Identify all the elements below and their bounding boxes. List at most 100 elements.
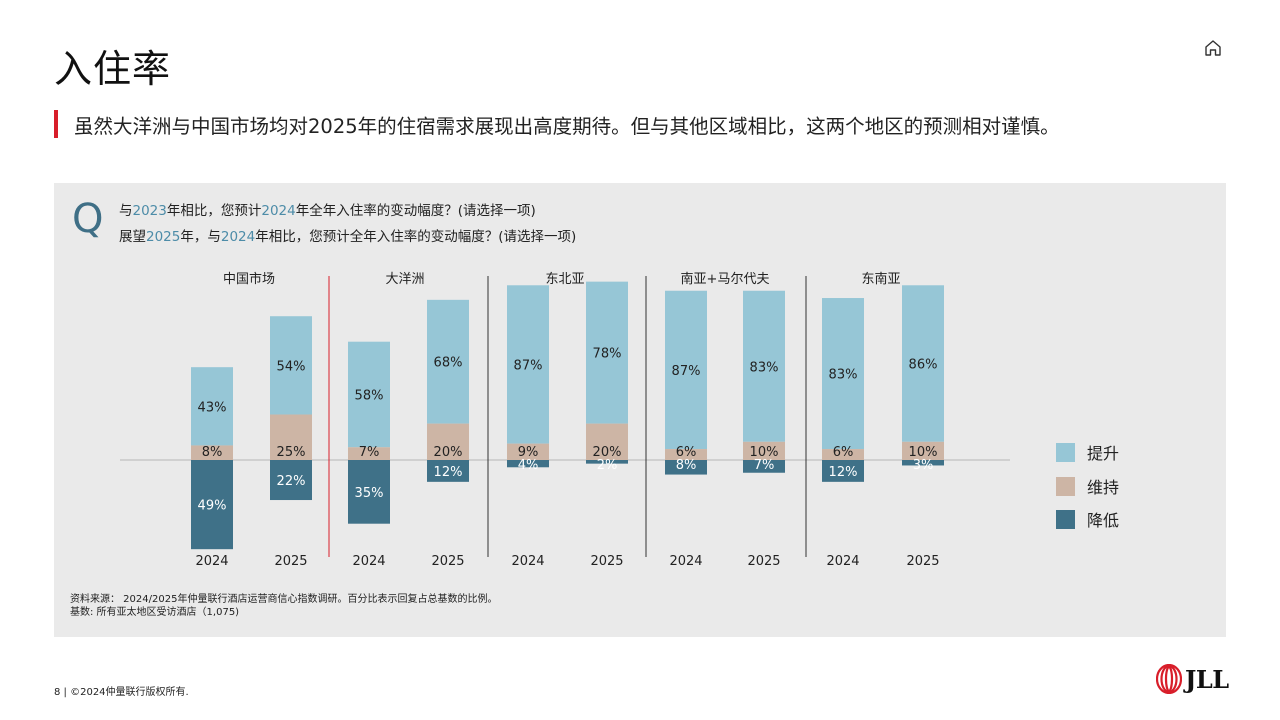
legend-item-increase: 提升 — [1056, 440, 1119, 464]
bar-decrease — [743, 460, 785, 473]
x-tick-label: 2025 — [431, 554, 464, 569]
data-label-increase: 87% — [514, 358, 543, 373]
data-label-increase: 43% — [198, 400, 227, 415]
legend-swatch-decrease — [1056, 509, 1075, 529]
x-tick-label: 2025 — [747, 554, 780, 569]
jll-logo-text: JLL — [1185, 664, 1229, 694]
bar-decrease — [348, 460, 390, 524]
x-tick-label: 2024 — [669, 554, 702, 569]
page-subtitle: 虽然大洋洲与中国市场均对2025年的住宿需求展现出高度期待。但与其他区域相比，这… — [74, 115, 1060, 138]
bar-decrease — [665, 460, 707, 475]
jll-logo-mark — [1156, 664, 1182, 694]
home-icon[interactable] — [1203, 38, 1223, 58]
data-label-maintain: 20% — [593, 445, 622, 460]
bar-increase — [191, 367, 233, 446]
bar-maintain — [902, 441, 944, 460]
x-tick-label: 2024 — [826, 554, 859, 569]
data-label-maintain: 6% — [833, 445, 854, 460]
data-label-maintain: 7% — [359, 445, 380, 460]
bar-maintain — [822, 449, 864, 460]
bar-maintain — [507, 443, 549, 460]
bar-increase — [822, 298, 864, 450]
legend-swatch-maintain — [1056, 476, 1075, 496]
data-label-increase: 54% — [277, 359, 306, 374]
bar-maintain — [743, 441, 785, 460]
legend-swatch-increase — [1056, 442, 1075, 462]
subtitle-accent-bar — [54, 110, 58, 138]
bar-decrease — [507, 460, 549, 468]
data-label-decrease: 12% — [434, 465, 463, 480]
data-label-decrease: 22% — [277, 474, 306, 489]
bar-maintain — [270, 414, 312, 460]
legend-label-decrease: 降低 — [1087, 511, 1120, 530]
question-line-2: 展望2025年，与2024年相比，您预计全年入住率的变动幅度？(请选择一项) — [119, 229, 577, 245]
data-label-decrease: 2% — [597, 458, 618, 473]
data-label-increase: 87% — [672, 364, 701, 379]
bar-decrease — [427, 460, 469, 482]
data-label-decrease: 12% — [829, 465, 858, 480]
jll-logo: JLL — [1156, 664, 1229, 694]
bar-maintain — [348, 447, 390, 460]
source-line-2: 基数: 所有亚太地区受访酒店（1,075) — [70, 607, 240, 618]
data-label-decrease: 4% — [518, 458, 539, 473]
bar-increase — [743, 290, 785, 442]
data-label-decrease: 49% — [198, 499, 227, 514]
bar-decrease — [191, 460, 233, 550]
bar-increase — [586, 281, 628, 424]
bar-increase — [427, 299, 469, 424]
bar-increase — [348, 341, 390, 448]
region-title: 中国市场 — [223, 271, 275, 287]
bar-maintain — [427, 423, 469, 460]
bar-maintain — [586, 423, 628, 460]
source-note: 资料来源： 2024/2025年仲量联行酒店运营商信心指数调研。百分比表示回复占… — [70, 593, 497, 619]
data-label-maintain: 20% — [434, 445, 463, 460]
legend-item-decrease: 降低 — [1056, 507, 1119, 531]
x-tick-label: 2024 — [195, 554, 228, 569]
data-label-maintain: 9% — [518, 445, 539, 460]
legend-item-maintain: 维持 — [1056, 474, 1119, 498]
data-label-maintain: 8% — [202, 445, 223, 460]
bar-decrease — [822, 460, 864, 482]
bar-increase — [902, 285, 944, 442]
region-title: 东北亚 — [545, 272, 584, 287]
data-label-increase: 83% — [750, 360, 779, 375]
region-title: 南亚+马尔代夫 — [681, 271, 770, 287]
x-tick-label: 2025 — [274, 554, 307, 569]
data-label-increase: 83% — [829, 368, 858, 383]
page-title: 入住率 — [54, 47, 172, 91]
data-label-increase: 78% — [593, 347, 622, 362]
region-title: 东南亚 — [861, 271, 900, 287]
legend-label-maintain: 维持 — [1087, 478, 1120, 497]
data-label-increase: 58% — [355, 388, 384, 403]
bar-increase — [507, 285, 549, 444]
chart-panel — [54, 183, 1226, 637]
data-label-decrease: 35% — [355, 486, 384, 501]
bar-increase — [270, 316, 312, 415]
data-label-decrease: 8% — [676, 458, 697, 473]
data-label-maintain: 10% — [909, 445, 938, 460]
data-label-decrease: 7% — [754, 458, 775, 473]
bar-decrease — [270, 460, 312, 501]
x-tick-label: 2025 — [906, 554, 939, 569]
legend-label-increase: 提升 — [1087, 444, 1120, 463]
bar-decrease — [586, 460, 628, 464]
source-line-1: 资料来源： 2024/2025年仲量联行酒店运营商信心指数调研。百分比表示回复占… — [70, 594, 498, 605]
data-label-decrease: 3% — [913, 458, 934, 473]
x-tick-label: 2024 — [352, 554, 385, 569]
bar-increase — [665, 290, 707, 450]
data-label-increase: 86% — [909, 358, 938, 373]
bar-decrease — [902, 460, 944, 466]
question-line-1: 与2023年相比，您预计2024年全年入住率的变动幅度？(请选择一项) — [119, 203, 536, 219]
footer-copyright: 8 | ©2024仲量联行版权所有. — [54, 687, 189, 698]
question-icon: Q — [72, 196, 104, 242]
x-tick-label: 2025 — [590, 554, 623, 569]
region-title: 大洋洲 — [385, 272, 424, 287]
data-label-increase: 68% — [434, 356, 463, 371]
bar-maintain — [191, 445, 233, 460]
x-tick-label: 2024 — [511, 554, 544, 569]
data-label-maintain: 10% — [750, 445, 779, 460]
bar-maintain — [665, 449, 707, 460]
data-label-maintain: 6% — [676, 445, 697, 460]
data-label-maintain: 25% — [277, 445, 306, 460]
